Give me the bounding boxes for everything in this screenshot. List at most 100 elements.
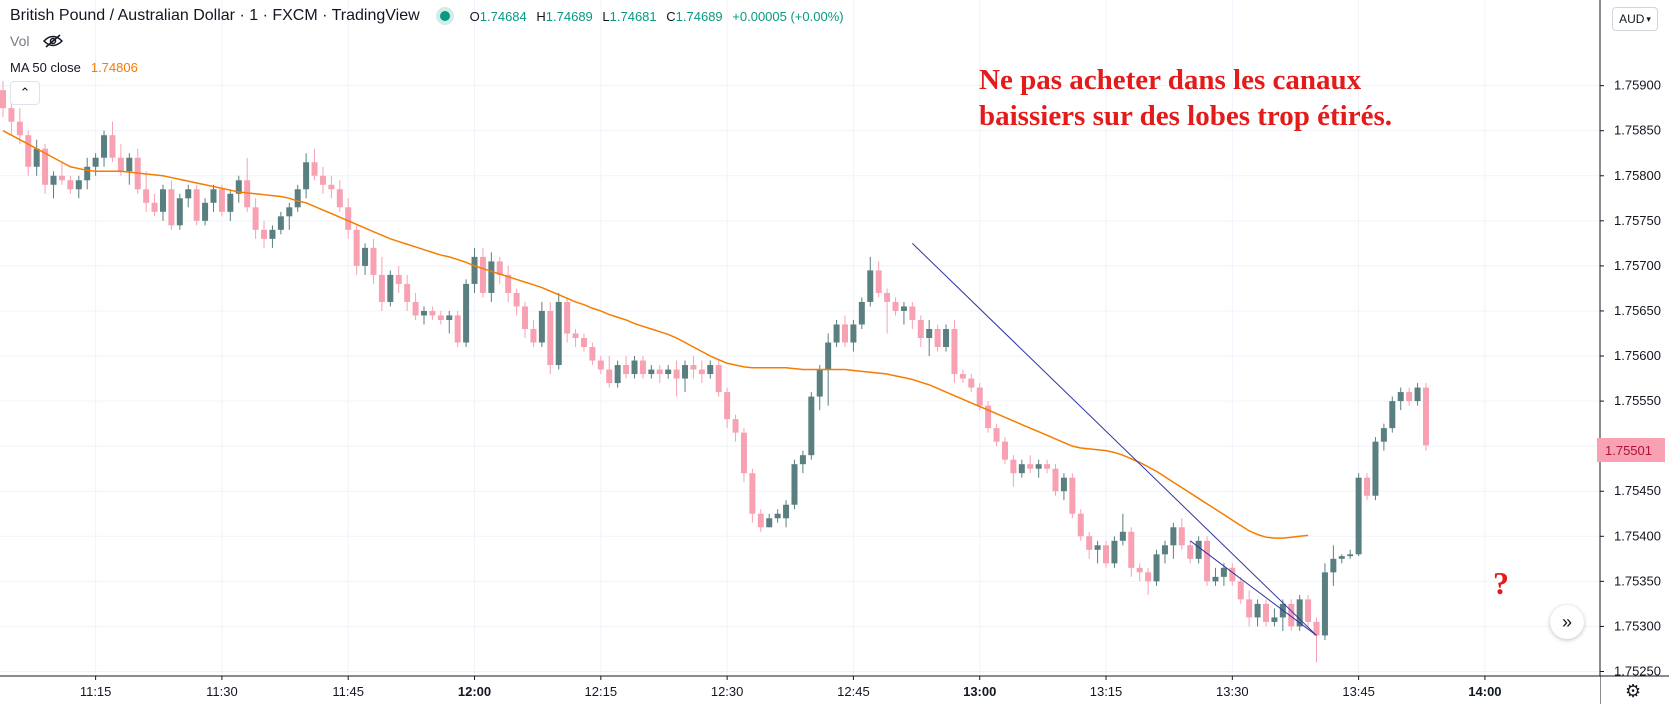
candle-body — [791, 464, 798, 505]
candle-body — [892, 301, 899, 311]
candle-body — [715, 365, 722, 393]
time-tick-label: 13:15 — [1090, 684, 1123, 699]
candle-body — [378, 274, 385, 302]
candle-body — [1161, 545, 1168, 555]
candle-body — [1422, 387, 1429, 446]
candle-body — [336, 189, 343, 208]
candle-body — [269, 229, 276, 239]
candle-body — [92, 157, 99, 167]
candle-body — [833, 324, 840, 343]
candle-body — [218, 189, 225, 212]
candle-body — [858, 301, 865, 325]
symbol-title[interactable]: British Pound / Australian Dollar · 1 · … — [10, 7, 420, 24]
candle-body — [311, 162, 318, 176]
candle-body — [749, 473, 756, 514]
gear-icon[interactable]: ⚙ — [1625, 681, 1642, 701]
candle-body — [766, 518, 773, 528]
candle-body — [412, 301, 419, 316]
collapse-legend-button[interactable]: ⌃ — [10, 81, 40, 105]
candle-body — [303, 162, 310, 190]
candle-body — [1355, 477, 1362, 555]
double-chevron-right-icon: » — [1561, 611, 1572, 632]
candle-body — [117, 157, 124, 172]
annotation-line-1: Ne pas acheter dans les canaux — [979, 64, 1362, 96]
candle-body — [437, 315, 444, 320]
ohlc-low-key: L — [602, 8, 610, 24]
candle-body — [842, 324, 848, 343]
candle-body — [707, 365, 714, 375]
candle-body — [1195, 540, 1202, 559]
time-tick-label: 13:30 — [1216, 684, 1249, 699]
currency-selector[interactable]: AUD ▾ — [1612, 7, 1658, 31]
candle-body — [1052, 468, 1059, 492]
candle-body — [614, 365, 621, 384]
ohlc-close-value: 1.74689 — [675, 8, 723, 24]
candle-body — [345, 207, 352, 230]
price-tick-label: 1.75650 — [1614, 303, 1661, 318]
price-tick-label: 1.75300 — [1614, 618, 1661, 633]
candle-body — [631, 360, 638, 375]
candle-body — [1389, 401, 1396, 429]
candle-body — [126, 157, 133, 172]
candle-body — [1178, 527, 1185, 546]
chevron-down-icon: ▾ — [1646, 13, 1651, 24]
candle-body — [395, 274, 402, 284]
candle-body — [1330, 558, 1337, 573]
candle-body — [185, 189, 192, 199]
candle-body — [538, 310, 545, 343]
ohlc-values: O1.74684 H1.74689 L1.74681 C1.74689 +0.0… — [470, 9, 850, 24]
candle-body — [109, 135, 116, 158]
ohlc-open-key: O — [469, 8, 480, 24]
ohlc-close-key: C — [666, 8, 676, 24]
candle-body — [421, 310, 427, 316]
candle-body — [159, 189, 166, 212]
candle-body — [1060, 477, 1067, 492]
currency-label: AUD — [1619, 12, 1645, 26]
candle-body — [1001, 441, 1008, 460]
price-tick-label: 1.75850 — [1614, 123, 1661, 138]
candle-body — [1111, 540, 1118, 564]
candle-body — [1380, 428, 1387, 442]
ohlc-high-key: H — [536, 8, 546, 24]
candle-body — [235, 180, 242, 194]
candle-body — [1212, 576, 1219, 582]
candle-body — [1018, 464, 1025, 474]
candle-body — [572, 333, 579, 338]
candle-body — [580, 338, 587, 348]
ohlc-open-value: 1.74684 — [479, 8, 527, 24]
ohlc-high-value: 1.74689 — [545, 8, 593, 24]
candle-body — [1204, 540, 1211, 582]
candle-body — [513, 292, 520, 307]
candle-body — [50, 175, 57, 185]
candle-body — [1044, 464, 1051, 469]
candle-body — [1296, 599, 1303, 627]
scroll-to-realtime-button[interactable]: » — [1550, 605, 1584, 639]
candle-body — [968, 378, 975, 388]
candle-body — [1136, 567, 1143, 573]
time-tick-label: 12:00 — [458, 684, 491, 699]
ma-legend-row[interactable]: MA 50 close 1.74806 — [10, 60, 138, 75]
candle-body — [168, 189, 175, 226]
candle-body — [101, 135, 108, 158]
candle-body — [1010, 459, 1017, 474]
ma-value: 1.74806 — [90, 60, 138, 75]
candle-body — [1119, 531, 1126, 541]
candle-body — [202, 202, 209, 221]
candle-body — [597, 360, 604, 370]
price-tick-label: 1.75350 — [1614, 573, 1661, 588]
candle-body — [690, 365, 697, 370]
candle-body — [505, 274, 512, 293]
candle-body — [724, 392, 731, 420]
candle-body — [1145, 572, 1152, 582]
candle-body — [429, 310, 436, 316]
eye-hidden-icon[interactable] — [43, 34, 64, 48]
time-tick-label: 11:30 — [206, 684, 238, 699]
candle-body — [319, 175, 326, 185]
volume-legend-row[interactable]: Vol — [10, 33, 64, 49]
candle-body — [555, 301, 562, 366]
candle-body — [1069, 477, 1076, 514]
candle-body — [1035, 464, 1042, 469]
candle-body — [875, 270, 882, 293]
